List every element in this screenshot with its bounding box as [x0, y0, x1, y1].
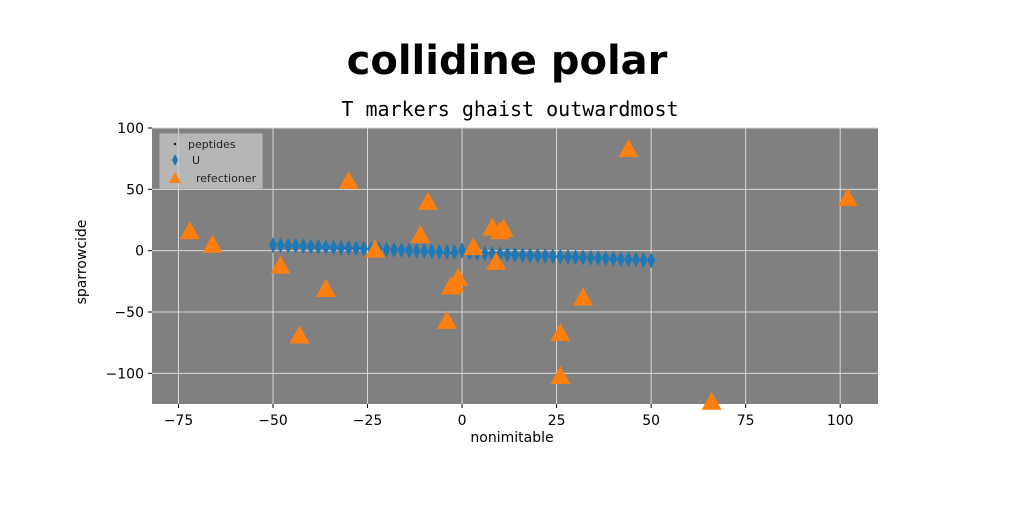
x-tick-label: 0: [458, 413, 467, 429]
legend-label-peptides: peptides: [188, 138, 236, 151]
point-u: [601, 250, 610, 267]
legend-marker-u: [172, 154, 178, 166]
point-u: [503, 246, 512, 263]
point-u: [314, 238, 323, 255]
point-refectioner: [338, 170, 359, 189]
legend-marker-refectioner: [169, 172, 181, 183]
x-axis-ticks: −75 −50 −25 0 25 50 75 100: [164, 404, 854, 429]
point-u: [420, 243, 429, 260]
point-u: [442, 244, 451, 261]
point-u: [586, 249, 595, 266]
point-refectioner: [410, 224, 431, 243]
point-refectioner: [550, 323, 571, 342]
point-u: [541, 247, 550, 264]
point-u: [533, 247, 542, 264]
y-tick-label: −50: [114, 305, 144, 321]
point-u: [427, 243, 436, 260]
point-refectioner: [448, 267, 469, 286]
x-axis-label: nonimitable: [470, 430, 553, 446]
y-tick-label: 0: [135, 244, 144, 260]
point-u: [291, 237, 300, 254]
point-u: [548, 248, 557, 265]
point-refectioner: [418, 191, 439, 210]
x-tick-label: −75: [164, 413, 194, 429]
chart-title: collidine polar: [347, 38, 668, 84]
point-u: [352, 240, 361, 257]
point-u: [511, 246, 519, 263]
point-refectioner: [315, 278, 336, 297]
point-u: [632, 251, 640, 268]
point-refectioner: [179, 221, 200, 240]
point-u: [337, 239, 346, 256]
point-u: [563, 248, 572, 265]
y-tick-label: 100: [117, 121, 144, 137]
y-axis-label: sparrowcide: [74, 220, 90, 305]
point-u: [518, 247, 527, 264]
legend-marker-peptides: [173, 142, 177, 146]
point-refectioner: [550, 366, 571, 385]
chart-subtitle: T markers ghaist outwardmost: [341, 97, 678, 121]
point-u: [329, 239, 338, 256]
point-refectioner: [493, 218, 514, 237]
point-u: [382, 241, 391, 258]
point-refectioner: [837, 188, 858, 207]
x-tick-label: 75: [737, 413, 755, 429]
point-refectioner: [701, 391, 722, 410]
point-u: [306, 238, 315, 255]
point-u: [405, 242, 414, 259]
point-u: [526, 247, 535, 264]
point-u: [359, 240, 368, 257]
point-refectioner: [486, 251, 507, 270]
y-tick-label: 50: [126, 182, 144, 198]
point-refectioner: [573, 287, 594, 306]
point-u: [269, 237, 277, 254]
point-u: [647, 252, 656, 269]
x-tick-label: 25: [548, 413, 566, 429]
y-tick-label: −100: [106, 366, 144, 382]
point-u: [639, 251, 648, 268]
legend-label-u: U: [192, 154, 200, 167]
point-u: [276, 237, 285, 254]
point-u: [480, 245, 489, 262]
point-u: [284, 237, 293, 254]
x-tick-label: −25: [353, 413, 383, 429]
point-refectioner: [463, 237, 484, 256]
point-u: [321, 239, 330, 256]
point-u: [299, 238, 308, 255]
point-u: [594, 250, 603, 267]
point-refectioner: [436, 310, 457, 329]
point-u: [616, 251, 625, 268]
point-u: [412, 242, 421, 259]
point-u: [450, 244, 459, 261]
point-u: [390, 241, 398, 258]
x-tick-label: −50: [258, 413, 288, 429]
point-refectioner: [289, 325, 310, 344]
x-tick-label: 50: [642, 413, 660, 429]
point-u: [609, 250, 618, 267]
point-u: [435, 243, 444, 260]
point-u: [624, 251, 633, 268]
point-u: [556, 248, 565, 265]
legend-label-refectioner: refectioner: [196, 172, 257, 185]
point-u: [397, 242, 406, 259]
data-marks: [179, 139, 858, 410]
point-refectioner: [270, 255, 291, 274]
point-refectioner: [618, 139, 639, 158]
point-refectioner: [202, 234, 223, 253]
legend: peptides U refectioner: [159, 133, 263, 189]
point-refectioner: [365, 239, 386, 258]
y-axis-ticks: 100 50 0 −50 −100: [106, 121, 152, 382]
x-tick-label: 100: [827, 413, 854, 429]
point-u: [344, 240, 353, 257]
point-u: [579, 249, 588, 266]
point-u: [571, 249, 580, 266]
